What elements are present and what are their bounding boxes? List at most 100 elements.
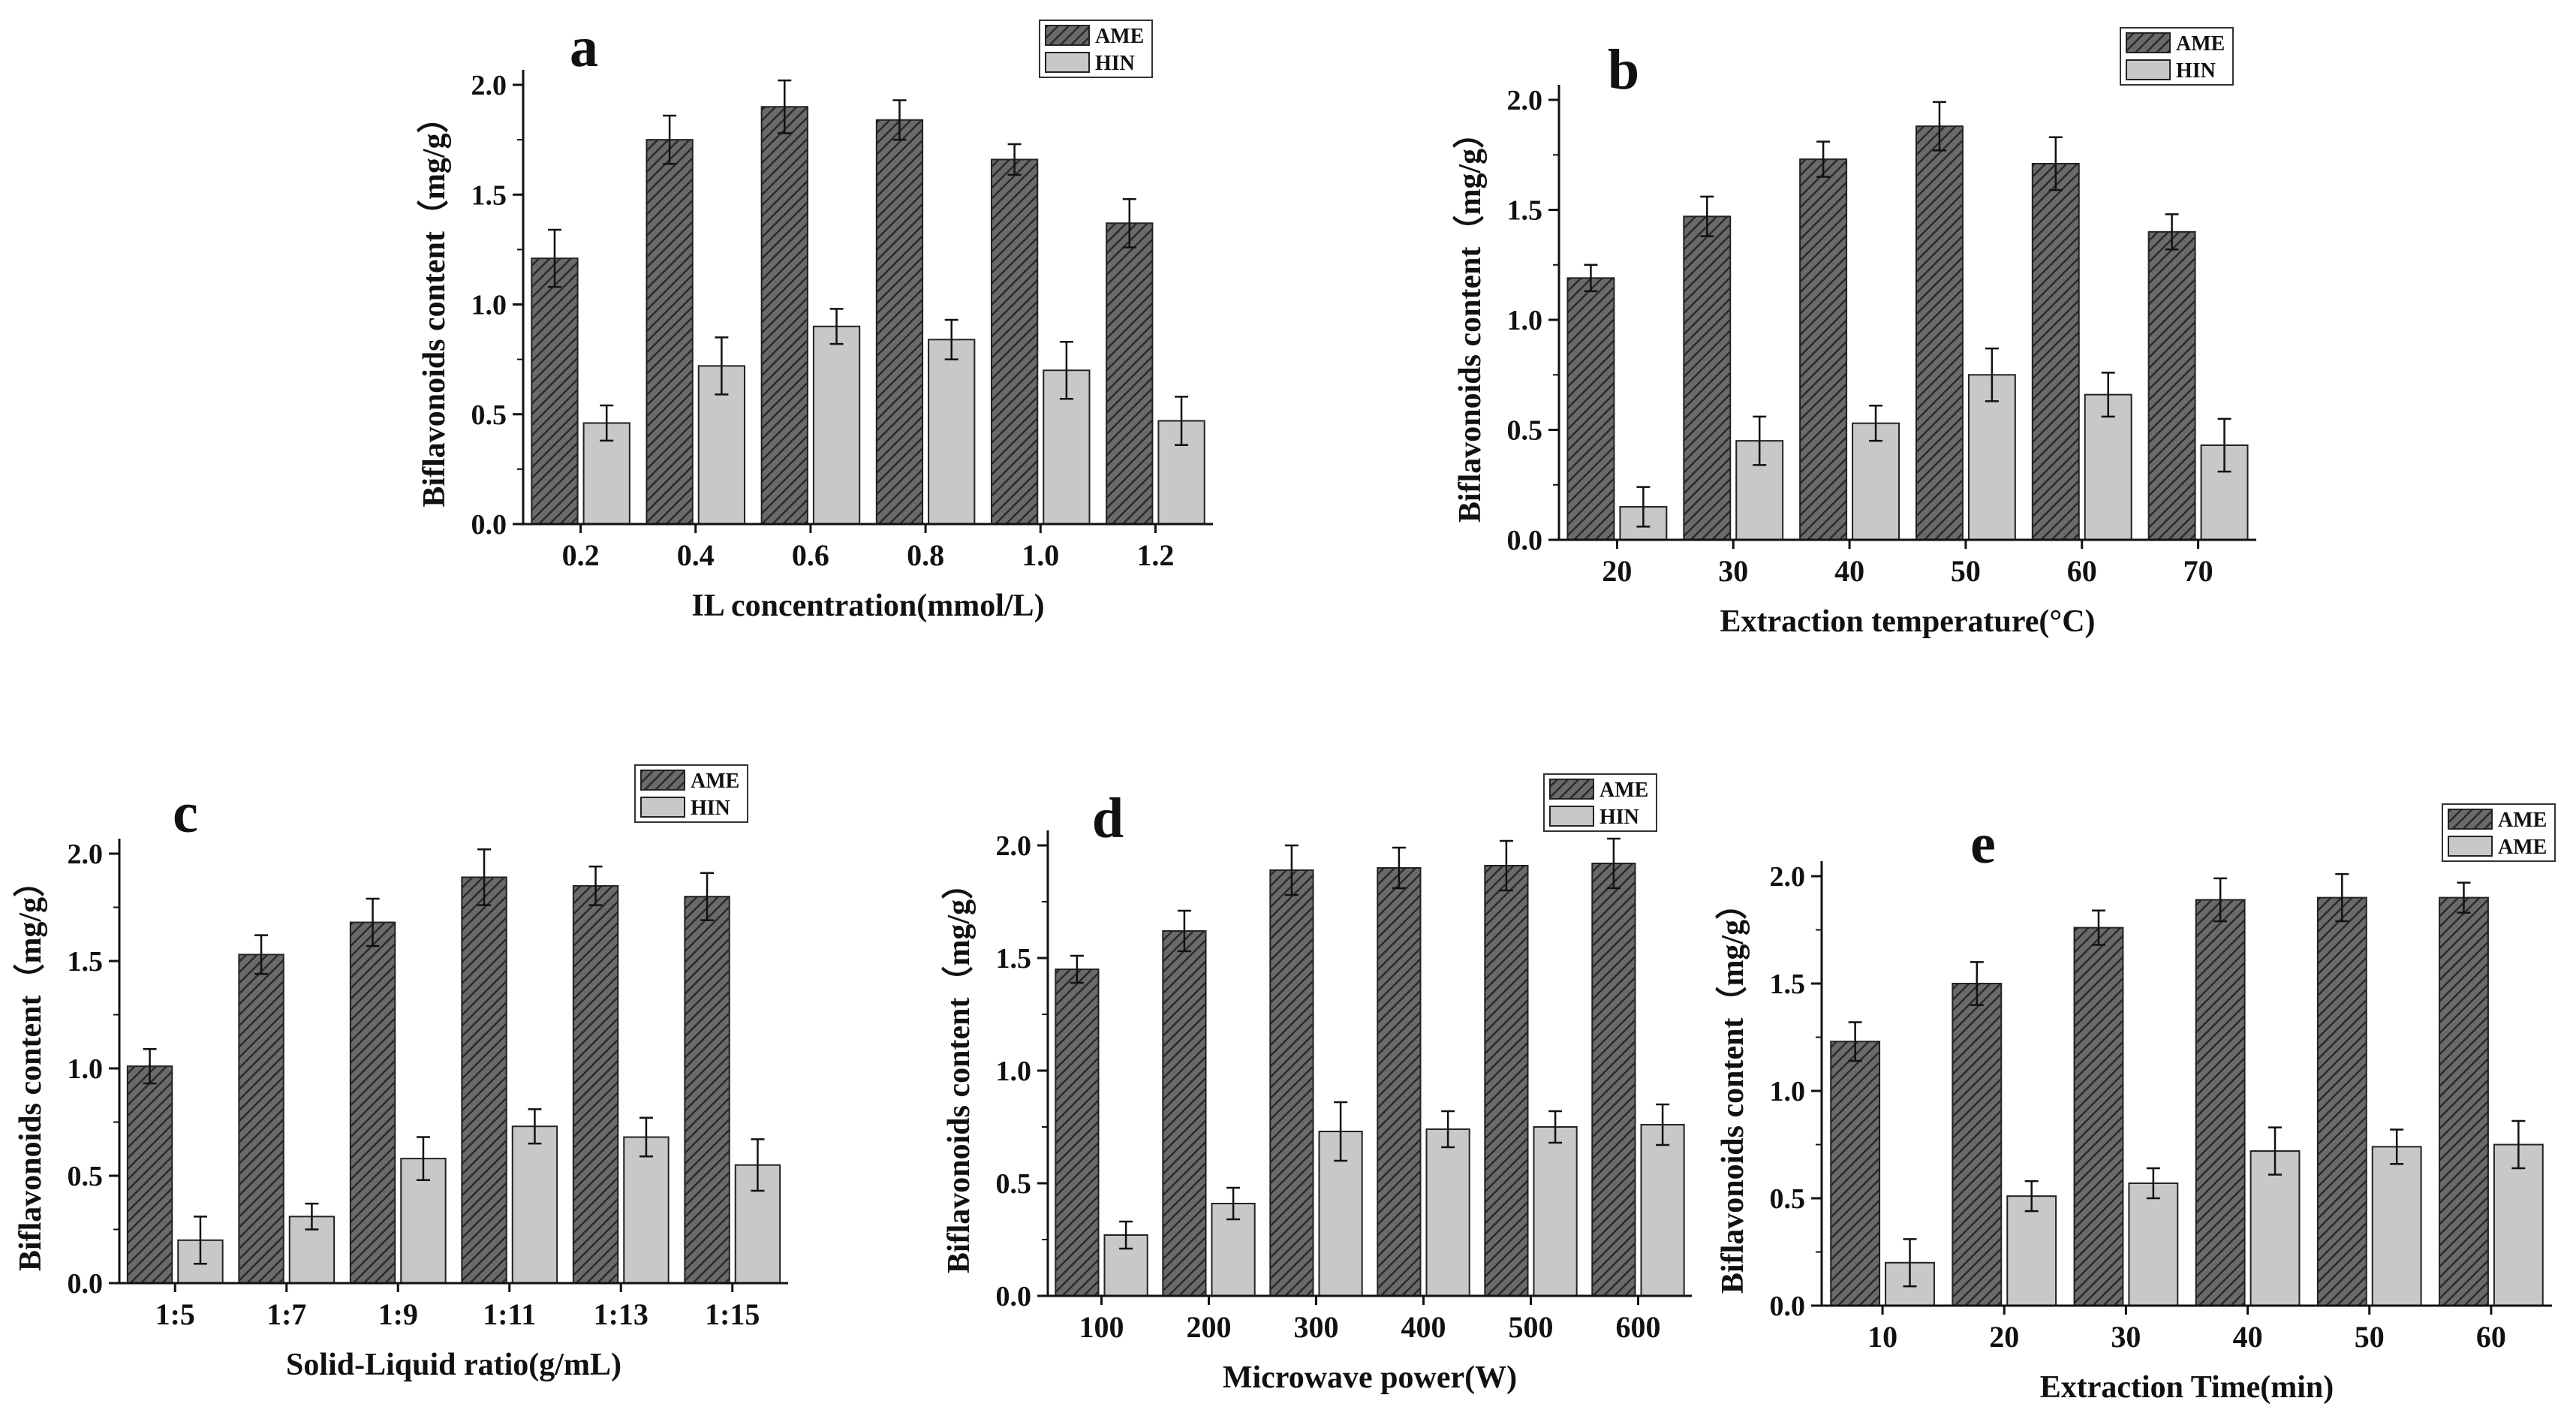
x-tick-label: 1:15 <box>705 1297 760 1331</box>
legend-swatch-ame <box>2126 32 2171 53</box>
legend-swatch-hin <box>2448 836 2493 857</box>
legend-swatch-ame <box>640 770 685 791</box>
error-bar <box>1848 1021 1862 1062</box>
y-axis-title: Biflavonoids content（mg/g） <box>941 868 977 1273</box>
legend-swatch-ame <box>1045 25 1090 46</box>
x-tick-label: 1:13 <box>594 1297 649 1331</box>
y-tick-label: 0.0 <box>1770 1291 1806 1322</box>
error-bar <box>1284 844 1299 896</box>
error-bar <box>715 336 729 396</box>
bar-hin-3 <box>928 339 976 525</box>
y-tick-label: 2.0 <box>996 830 1032 862</box>
x-tick-label: 20 <box>1602 554 1632 588</box>
legend-label: AME <box>691 770 739 793</box>
bar-hin-3 <box>2249 1150 2301 1306</box>
legend-label: HIN <box>1095 52 1135 75</box>
error-bar <box>892 99 907 141</box>
bar-ame-2 <box>1799 158 1848 541</box>
y-tick-label: 1.0 <box>996 1056 1032 1087</box>
legend-label: AME <box>2498 836 2547 859</box>
bar-hin-5 <box>2493 1143 2544 1306</box>
x-tick-label: 1:5 <box>155 1297 195 1331</box>
error-bar <box>639 1116 653 1158</box>
bar-ame-5 <box>1591 863 1636 1297</box>
error-bar <box>2146 1167 2160 1200</box>
error-bar <box>1175 396 1189 446</box>
bar-ame-4 <box>990 158 1039 525</box>
error-bar <box>2101 372 2115 418</box>
bar-ame-0 <box>1055 969 1100 1297</box>
error-bar <box>1392 846 1406 890</box>
error-bar <box>1177 909 1191 953</box>
bar-ame-0 <box>1830 1041 1881 1306</box>
error-bar <box>2165 213 2179 251</box>
bar-ame-0 <box>531 258 579 525</box>
legend-swatch-hin <box>640 797 685 818</box>
y-axis-title: Biflavonoids content（mg/g） <box>13 866 48 1271</box>
panel-letter: e <box>1970 812 1996 875</box>
panel-letter: a <box>570 16 598 79</box>
error-bar <box>1636 486 1651 528</box>
error-bar <box>1869 405 1883 442</box>
y-tick-label: 1.5 <box>471 179 507 211</box>
y-tick-label: 1.0 <box>471 290 507 321</box>
legend-label: AME <box>1095 25 1144 48</box>
error-bar <box>1334 1101 1348 1162</box>
y-tick-label: 0.5 <box>68 1161 104 1192</box>
error-bar <box>1007 143 1022 176</box>
legend-swatch-ame <box>1549 779 1594 800</box>
y-tick-label: 1.5 <box>68 946 104 978</box>
legend-label: AME <box>2176 32 2225 56</box>
bar-ame-1 <box>1162 930 1207 1297</box>
bar-hin-5 <box>1640 1124 1685 1297</box>
panel-letter: b <box>1608 38 1639 101</box>
legend-label: HIN <box>2176 59 2216 83</box>
error-bar <box>1499 839 1513 892</box>
error-bar <box>1606 837 1621 890</box>
error-bar <box>254 934 269 975</box>
error-bar <box>1700 195 1714 237</box>
error-bar <box>700 872 715 921</box>
x-tick-label: 0.4 <box>677 538 715 572</box>
x-tick-label: 1:9 <box>378 1297 418 1331</box>
y-tick-label: 1.0 <box>1770 1076 1806 1107</box>
x-tick-label: 1.0 <box>1022 538 1059 572</box>
error-bar <box>2511 1119 2526 1170</box>
bar-hin-2 <box>2128 1182 2179 1306</box>
y-tick-label: 1.0 <box>1507 305 1543 336</box>
y-axis-title: Biflavonoids content（mg/g） <box>1452 117 1488 523</box>
y-tick-label: 2.0 <box>68 839 104 870</box>
error-bar <box>588 865 603 906</box>
x-tick-label: 500 <box>1509 1310 1554 1344</box>
y-tick-label: 1.5 <box>1507 195 1543 227</box>
y-axis-title: Biflavonoids content（mg/g） <box>417 101 452 507</box>
panel-c: 0.0 0.5 1.0 1.5 2.0 1:5 1:7 1:9 1:11 1:13 1:15 Soli… <box>13 764 788 1382</box>
legend-swatch-ame <box>2448 809 2493 830</box>
bar-ame-4 <box>2316 896 2367 1306</box>
bar-ame-0 <box>1566 277 1615 541</box>
bar-hin-4 <box>623 1136 670 1285</box>
bar-ame-3 <box>461 876 507 1284</box>
x-tick-label: 300 <box>1294 1310 1339 1344</box>
bar-hin-4 <box>1533 1126 1578 1297</box>
error-bar <box>1985 347 1999 402</box>
bar-ame-2 <box>2073 926 2124 1306</box>
panel-e: 0.0 0.5 1.0 1.5 2.0 10 20 30 40 50 60 Extraction Ti… <box>1715 803 2556 1405</box>
y-tick-label: 0.0 <box>996 1281 1032 1312</box>
error-bar <box>416 1136 430 1181</box>
x-tick-label: 30 <box>2111 1320 2141 1354</box>
error-bar <box>2048 136 2063 191</box>
error-bar <box>477 848 492 906</box>
error-bar <box>528 1108 542 1145</box>
error-bar <box>547 228 561 288</box>
x-axis-title: Microwave power(W) <box>1223 1360 1517 1395</box>
error-bar <box>1119 1220 1133 1250</box>
error-bar <box>366 897 380 948</box>
error-bar <box>778 79 792 134</box>
bar-ame-5 <box>2147 230 2196 541</box>
x-tick-label: 0.6 <box>792 538 829 572</box>
bar-ame-3 <box>1915 125 1964 541</box>
x-tick-label: 200 <box>1187 1310 1232 1344</box>
legend: AME HIN <box>2120 27 2234 86</box>
